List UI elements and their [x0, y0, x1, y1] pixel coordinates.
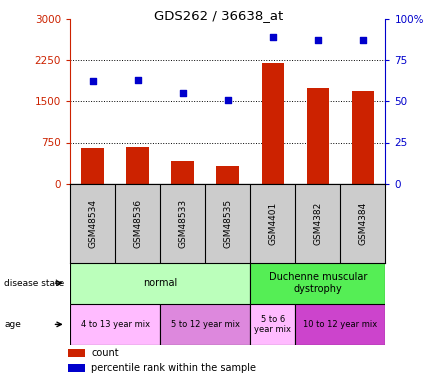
Bar — [250, 262, 385, 304]
Point — [89, 78, 96, 84]
Bar — [261, 63, 284, 184]
Bar — [295, 304, 385, 345]
Point — [224, 97, 231, 103]
Text: 5 to 12 year mix: 5 to 12 year mix — [171, 320, 240, 329]
Bar — [68, 349, 85, 357]
Text: GSM48535: GSM48535 — [223, 199, 232, 248]
Bar — [127, 147, 149, 184]
Text: GSM48533: GSM48533 — [178, 199, 187, 248]
Text: percentile rank within the sample: percentile rank within the sample — [91, 363, 256, 373]
Bar — [81, 148, 104, 184]
Bar — [307, 87, 329, 184]
Point — [134, 77, 141, 83]
Point — [179, 90, 186, 96]
Point — [360, 37, 367, 43]
Bar — [171, 160, 194, 184]
Text: normal: normal — [143, 278, 177, 288]
Point — [314, 37, 321, 43]
Bar — [70, 262, 250, 304]
Text: 10 to 12 year mix: 10 to 12 year mix — [303, 320, 378, 329]
Text: GSM48536: GSM48536 — [133, 199, 142, 248]
Bar — [70, 304, 160, 345]
Bar — [250, 304, 295, 345]
Text: GSM4382: GSM4382 — [313, 201, 322, 245]
Text: age: age — [4, 320, 21, 329]
Text: 4 to 13 year mix: 4 to 13 year mix — [81, 320, 150, 329]
Text: GSM48534: GSM48534 — [88, 199, 97, 248]
Text: 5 to 6
year mix: 5 to 6 year mix — [254, 315, 291, 334]
Text: Duchenne muscular
dystrophy: Duchenne muscular dystrophy — [268, 272, 367, 294]
Point — [269, 34, 276, 40]
Text: GSM4384: GSM4384 — [358, 201, 367, 245]
Bar — [160, 304, 250, 345]
Bar — [68, 364, 85, 372]
Bar — [352, 92, 374, 184]
Text: GDS262 / 36638_at: GDS262 / 36638_at — [154, 9, 284, 22]
Text: disease state: disease state — [4, 279, 65, 288]
Bar — [216, 166, 239, 184]
Text: count: count — [91, 348, 119, 358]
Text: GSM4401: GSM4401 — [268, 201, 277, 245]
